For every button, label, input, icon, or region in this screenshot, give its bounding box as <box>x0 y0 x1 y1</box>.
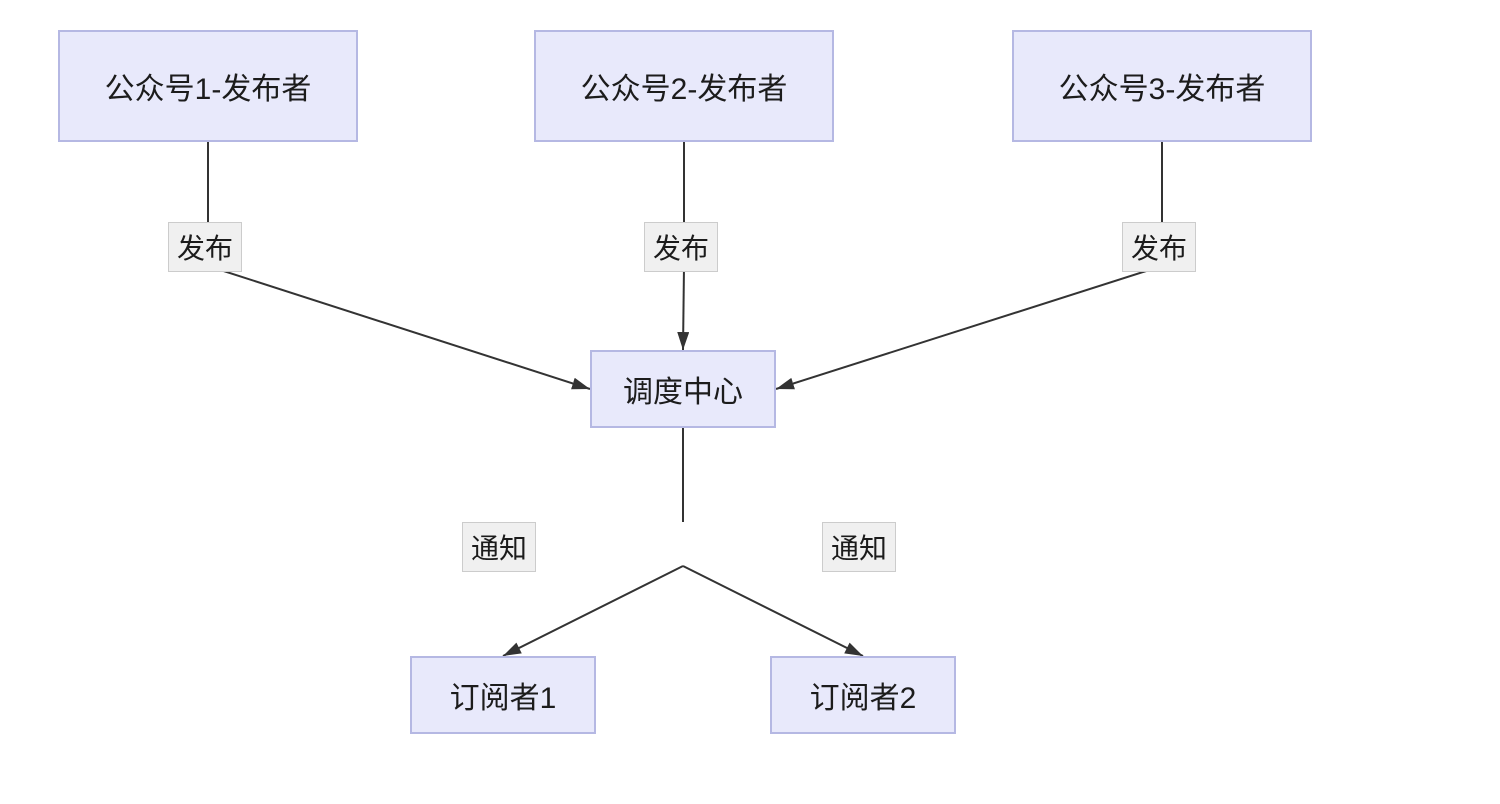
edge-label-text: 发布 <box>177 233 233 264</box>
edge-label-pub3-center: 发布 <box>1122 222 1196 272</box>
node-label: 公众号2-发布者 <box>581 64 788 108</box>
edge-label-text: 通知 <box>831 533 887 564</box>
flowchart-container: 公众号1-发布者 公众号2-发布者 公众号3-发布者调度中心订阅者1 订阅者2 发布 发… <box>0 0 1500 804</box>
edge-label-pub2-center: 发布 <box>644 222 718 272</box>
edge-label-text: 通知 <box>471 533 527 564</box>
node-label: 公众号1-发布者 <box>105 64 312 108</box>
edge-label-text: 发布 <box>653 233 709 264</box>
node-sub2: 订阅者2 <box>770 656 956 734</box>
node-pub2: 公众号2-发布者 <box>534 30 834 142</box>
edge-label-pub1-center: 发布 <box>168 222 242 272</box>
edge-label-center-sub1: 通知 <box>462 522 536 572</box>
node-label: 公众号3-发布者 <box>1059 64 1266 108</box>
node-label: 调度中心 <box>623 367 743 411</box>
node-label: 订阅者2 <box>810 673 917 717</box>
node-pub3: 公众号3-发布者 <box>1012 30 1312 142</box>
node-label: 订阅者1 <box>450 673 557 717</box>
edge-label-text: 发布 <box>1131 233 1187 264</box>
node-center: 调度中心 <box>590 350 776 428</box>
node-pub1: 公众号1-发布者 <box>58 30 358 142</box>
node-sub1: 订阅者1 <box>410 656 596 734</box>
edge-label-center-sub2: 通知 <box>822 522 896 572</box>
